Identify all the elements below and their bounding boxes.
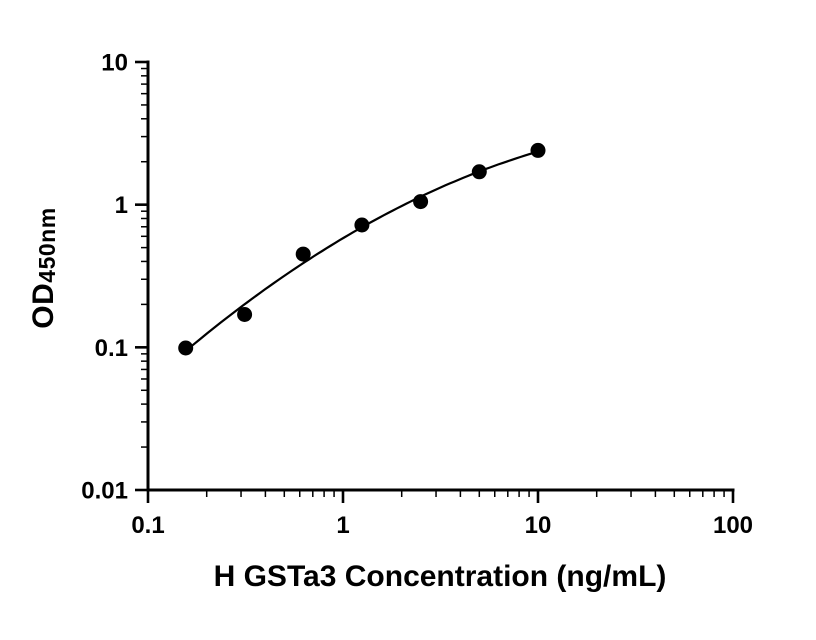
x-tick-label: 10 [525,512,552,539]
data-point [354,217,370,233]
data-point [237,307,253,322]
y-tick-label: 0.1 [95,335,128,362]
data-point [471,164,487,180]
data-point [295,246,311,262]
y-axis-title-450nm: 450nm [34,207,60,283]
x-tick-label: 0.1 [131,512,164,539]
data-point [413,194,429,210]
y-axis-title-od: OD [27,282,60,329]
y-tick-label: 10 [101,50,128,77]
x-axis-title: H GSTa3 Concentration (ng/mL) [213,560,667,593]
y-tick-label: 0.01 [81,478,128,505]
x-tick-label: 100 [713,512,753,539]
x-tick-label: 1 [336,512,349,539]
data-point [178,340,194,356]
y-axis-title: OD450nm [27,207,61,328]
y-tick-label: 1 [115,192,128,219]
fit-curve [184,150,540,353]
data-point [530,142,546,158]
